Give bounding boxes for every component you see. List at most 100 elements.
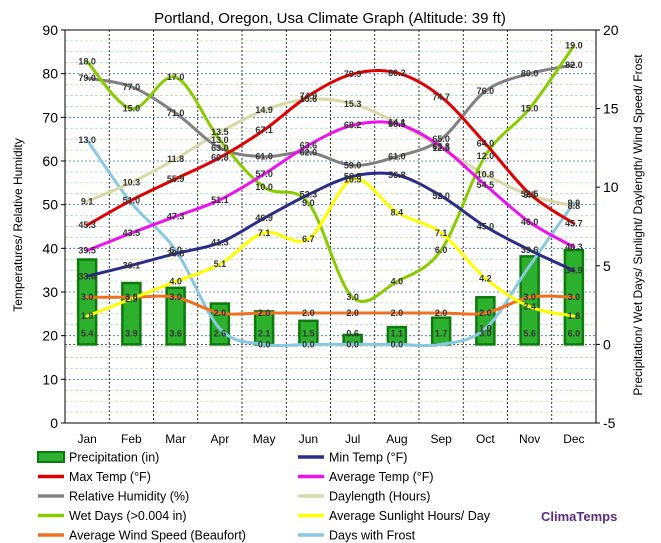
days-with-frost-data-label: 9.0	[568, 198, 581, 208]
legend-label: Relative Humidity (%)	[69, 490, 189, 504]
right-axis-title: Precipitation/ Wet Days/ Sunlight/ Dayle…	[631, 54, 645, 396]
days-with-frost-data-label: 0.0	[346, 339, 359, 349]
legend-label: Wet Days (>0.004 in)	[69, 509, 187, 523]
max-temp-f-data-label: 74.9	[300, 91, 318, 101]
days-with-frost-data-label: 0.0	[302, 339, 315, 349]
month-label: Jun	[299, 432, 318, 446]
precipitation-in-data-label: 1.1	[391, 328, 404, 338]
min-temp-f-data-label: 52.3	[300, 190, 318, 200]
average-sunlight-hours-day-data-label: 1.8	[568, 311, 581, 321]
left-tick-label: 10	[42, 371, 58, 387]
average-sunlight-hours-day-data-label: 1.8	[81, 311, 94, 321]
min-temp-f-data-label: 39.6	[521, 245, 539, 255]
min-temp-f-data-label: 46.9	[255, 213, 273, 223]
max-temp-f-data-label: 45.3	[78, 220, 96, 230]
legend-label: Min Temp (°F)	[329, 451, 407, 465]
precipitation-in-data-label: 2.6	[214, 328, 227, 338]
precipitation-in-data-label: 3.0	[479, 328, 492, 338]
average-temp-f-data-label: 46.0	[521, 217, 539, 227]
min-temp-f-data-label: 38.8	[167, 249, 185, 259]
right-tick-label: 0	[603, 336, 611, 352]
average-wind-speed-beaufort-data-label: 3.0	[81, 292, 94, 302]
relative-humidity-data-label: 71.0	[167, 108, 185, 118]
wet-days-0-004-in-data-label: 12.0	[477, 151, 495, 161]
average-wind-speed-beaufort-data-label: 2.0	[391, 308, 404, 318]
days-with-frost-data-label: 0.0	[258, 339, 271, 349]
left-tick-label: 40	[42, 240, 58, 256]
average-wind-speed-beaufort-data-label: 2.0	[346, 308, 359, 318]
days-with-frost-data-label: 13.0	[78, 135, 96, 145]
plot-frame	[64, 29, 597, 424]
days-with-frost-data-label: 0.0	[391, 339, 404, 349]
relative-humidity-data-label: 65.0	[432, 134, 450, 144]
month-label: Mar	[165, 432, 186, 446]
min-temp-f-data-label: 56.8	[388, 170, 406, 180]
left-axis-title: Temperatures/ Relative Humidity	[11, 138, 25, 311]
average-temp-f-line	[85, 120, 576, 253]
daylength-hours-data-label: 14.9	[255, 105, 273, 115]
days-with-frost-data-label: 6.0	[169, 245, 182, 255]
average-wind-speed-beaufort-data-label: 2.0	[214, 308, 227, 318]
average-wind-speed-beaufort-data-label: 2.0	[302, 308, 315, 318]
brand-watermark: ClimaTemps	[541, 509, 617, 524]
precipitation-in-data-label: 5.6	[523, 328, 536, 338]
daylength-hours-data-label: 9.5	[523, 190, 536, 200]
average-sunlight-hours-day-data-label: 5.1	[214, 259, 227, 269]
legend-label: Average Sunlight Hours/ Day	[329, 509, 491, 523]
precipitation-in-data-label: 3.9	[125, 328, 138, 338]
legend-label: Daylength (Hours)	[329, 490, 430, 504]
month-label: Apr	[211, 432, 230, 446]
precipitation-bar	[165, 286, 186, 346]
wet-days-0-004-in-data-label: 15.0	[123, 104, 141, 114]
min-temp-f-data-label: 41.3	[211, 238, 229, 248]
left-tick-label: 70	[42, 109, 58, 125]
min-temp-f-data-label: 45.0	[477, 222, 495, 232]
right-tick-label: 5	[603, 258, 611, 274]
average-temp-f-data-label: 47.3	[167, 211, 185, 221]
wet-days-0-004-in-line	[85, 44, 576, 303]
average-temp-f-data-label: 63.3	[432, 142, 450, 152]
average-wind-speed-beaufort-line	[85, 294, 576, 316]
right-tick-label: -5	[603, 415, 616, 431]
relative-humidity-data-label: 76.0	[477, 86, 495, 96]
max-temp-f-data-label: 74.7	[432, 92, 450, 102]
max-temp-f-data-label: 64.0	[477, 139, 495, 149]
legend-label: Max Temp (°F)	[69, 470, 151, 484]
legend-label: Days with Frost	[329, 529, 416, 543]
average-sunlight-hours-day-data-label: 2.9	[125, 294, 138, 304]
average-sunlight-hours-day-data-label: 7.1	[258, 228, 271, 238]
min-temp-f-line	[85, 171, 576, 278]
average-temp-f-data-label: 63.6	[300, 140, 318, 150]
min-temp-f-data-label: 33.6	[78, 271, 96, 281]
precipitation-in-data-label: 3.6	[169, 328, 182, 338]
left-tick-label: 20	[42, 328, 58, 344]
average-sunlight-hours-day-data-label: 7.1	[435, 228, 448, 238]
average-temp-f-data-label: 51.1	[211, 195, 229, 205]
left-tick-label: 80	[42, 66, 58, 82]
daylength-hours-line	[85, 97, 576, 208]
max-temp-f-data-label: 51.0	[123, 195, 141, 205]
right-tick-label: 20	[603, 22, 619, 38]
average-sunlight-hours-day-data-label: 4.2	[479, 273, 492, 283]
max-temp-f-data-label: 45.7	[565, 218, 583, 228]
wet-days-0-004-in-data-label: 3.0	[346, 292, 359, 302]
average-sunlight-hours-day-data-label: 10.5	[344, 174, 362, 184]
relative-humidity-data-label: 63.0	[211, 143, 229, 153]
legend-label: Precipitation (in)	[69, 451, 159, 465]
max-temp-f-data-label: 52.5	[521, 189, 539, 199]
min-temp-f-data-label: 56.5	[344, 171, 362, 181]
daylength-hours-data-label: 10.3	[123, 177, 141, 187]
relative-humidity-data-label: 82.0	[565, 60, 583, 70]
wet-days-0-004-in-data-label: 19.0	[565, 41, 583, 51]
left-tick-label: 50	[42, 197, 58, 213]
precipitation-in-data-label: 0.6	[346, 328, 359, 338]
max-temp-f-data-label: 55.9	[167, 174, 185, 184]
daylength-hours-data-label: 12.5	[432, 143, 450, 153]
relative-humidity-data-label: 61.0	[255, 152, 273, 162]
average-temp-f-data-label: 43.5	[123, 228, 141, 238]
min-temp-f-data-label: 52.0	[432, 191, 450, 201]
average-sunlight-hours-day-data-label: 8.4	[391, 207, 404, 217]
precipitation-bar	[76, 258, 98, 346]
relative-humidity-data-label: 77.0	[123, 82, 141, 92]
